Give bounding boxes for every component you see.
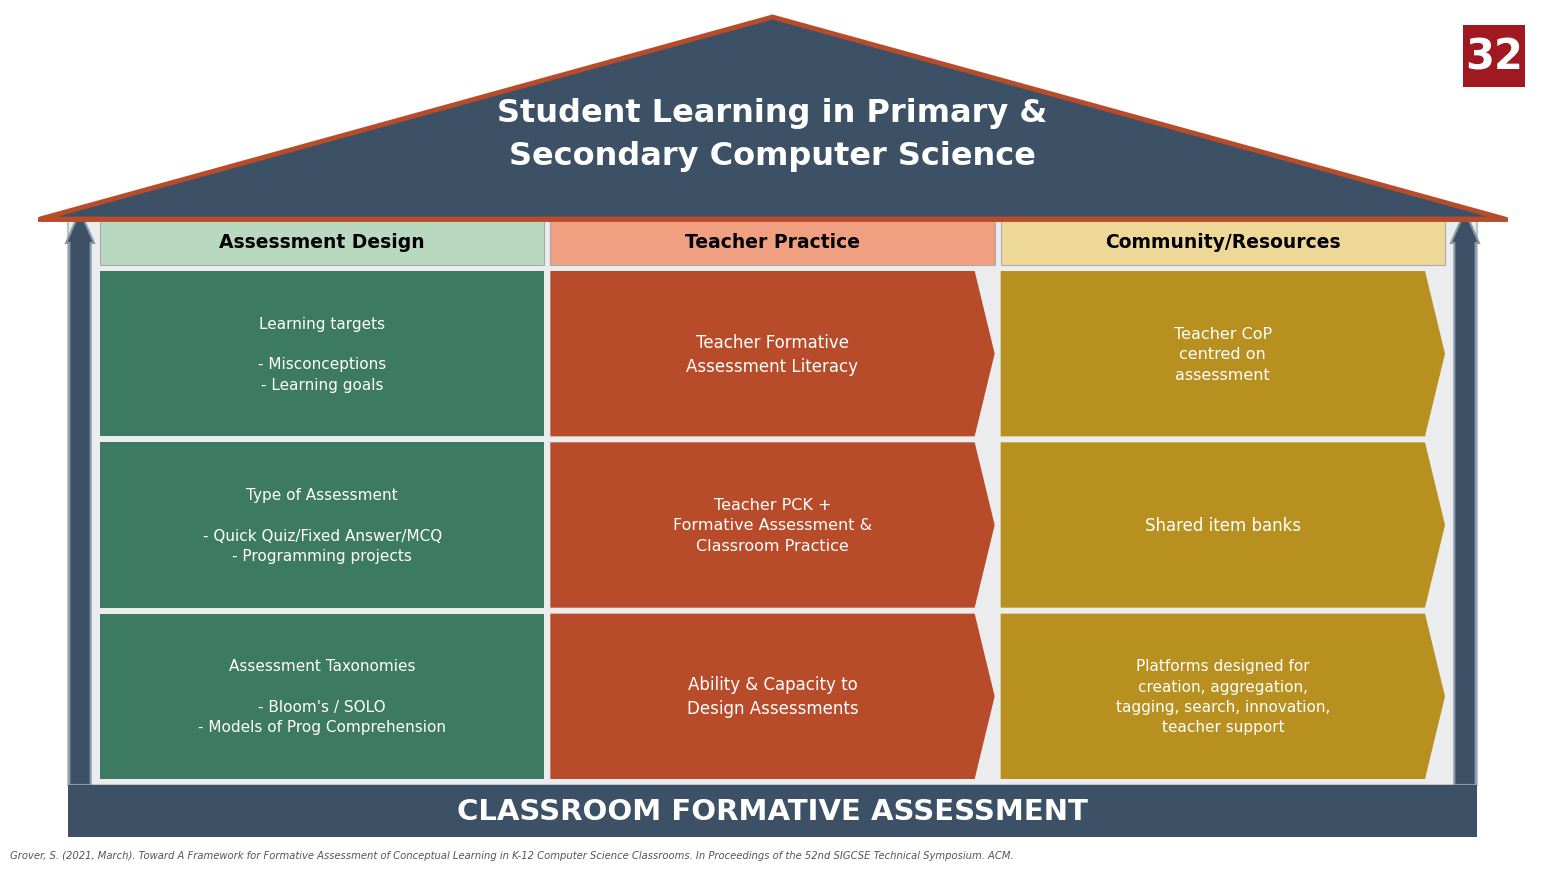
FancyBboxPatch shape bbox=[100, 443, 544, 608]
Text: CLASSROOM FORMATIVE ASSESSMENT: CLASSROOM FORMATIVE ASSESSMENT bbox=[457, 797, 1088, 825]
Text: Student Learning in Primary &
Secondary Computer Science: Student Learning in Primary & Secondary … bbox=[497, 98, 1048, 172]
Polygon shape bbox=[1001, 443, 1445, 608]
Text: Teacher PCK +
Formative Assessment &
Classroom Practice: Teacher PCK + Formative Assessment & Cla… bbox=[674, 498, 871, 554]
Text: Teacher Practice: Teacher Practice bbox=[684, 233, 861, 252]
FancyBboxPatch shape bbox=[1001, 220, 1445, 266]
Polygon shape bbox=[550, 443, 995, 608]
Polygon shape bbox=[68, 220, 1477, 785]
Polygon shape bbox=[40, 18, 1505, 220]
Text: Assessment Design: Assessment Design bbox=[219, 233, 425, 252]
Polygon shape bbox=[1451, 212, 1479, 785]
Text: Assessment Taxonomies

- Bloom's / SOLO
- Models of Prog Comprehension: Assessment Taxonomies - Bloom's / SOLO -… bbox=[198, 659, 447, 734]
Text: Ability & Capacity to
Design Assessments: Ability & Capacity to Design Assessments bbox=[686, 675, 859, 718]
Polygon shape bbox=[68, 785, 1477, 837]
Polygon shape bbox=[1001, 614, 1445, 779]
Polygon shape bbox=[550, 614, 995, 779]
Text: Teacher Formative
Assessment Literacy: Teacher Formative Assessment Literacy bbox=[686, 333, 859, 375]
Polygon shape bbox=[1001, 272, 1445, 437]
FancyBboxPatch shape bbox=[1463, 26, 1525, 88]
Text: Community/Resources: Community/Resources bbox=[1105, 233, 1341, 252]
Text: Shared item banks: Shared item banks bbox=[1145, 516, 1301, 534]
Text: Type of Assessment

- Quick Quiz/Fixed Answer/MCQ
- Programming projects: Type of Assessment - Quick Quiz/Fixed An… bbox=[202, 488, 442, 563]
Text: Teacher CoP
centred on
assessment: Teacher CoP centred on assessment bbox=[1174, 327, 1272, 382]
Polygon shape bbox=[66, 212, 94, 785]
FancyBboxPatch shape bbox=[100, 614, 544, 779]
FancyBboxPatch shape bbox=[100, 272, 544, 437]
Polygon shape bbox=[550, 272, 995, 437]
FancyBboxPatch shape bbox=[100, 220, 544, 266]
Text: Grover, S. (2021, March). Toward A Framework for Formative Assessment of Concept: Grover, S. (2021, March). Toward A Frame… bbox=[9, 850, 1014, 860]
Text: Platforms designed for
creation, aggregation,
tagging, search, innovation,
teach: Platforms designed for creation, aggrega… bbox=[1115, 659, 1330, 734]
Text: 32: 32 bbox=[1465, 36, 1523, 78]
FancyBboxPatch shape bbox=[550, 220, 995, 266]
Text: Learning targets

- Misconceptions
- Learning goals: Learning targets - Misconceptions - Lear… bbox=[258, 316, 386, 392]
